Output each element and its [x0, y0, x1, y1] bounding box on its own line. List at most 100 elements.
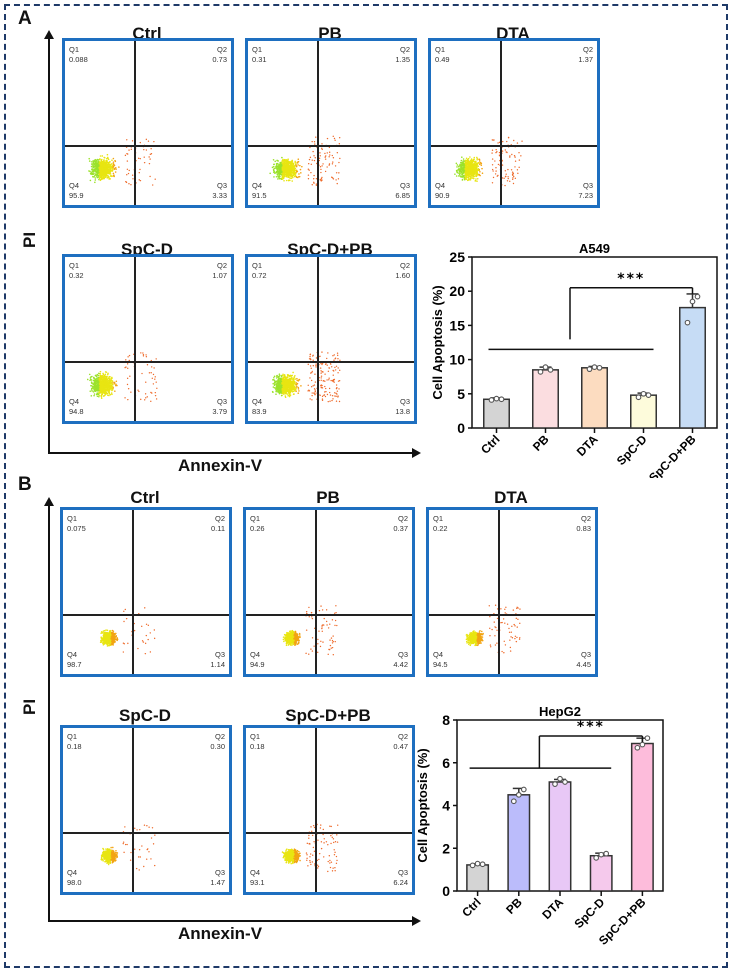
quadrant-vertical-gate — [500, 41, 502, 205]
data-point — [603, 850, 610, 857]
quadrant-q3: Q3 4.45 — [576, 650, 591, 670]
bar-pb — [532, 369, 559, 429]
quadrant-q1: Q1 0.31 — [252, 45, 267, 65]
quadrant-q2: Q2 0.37 — [393, 514, 408, 534]
flow-plot-title-spc-d: SpC-D — [119, 706, 171, 725]
quadrant-q3-value: 6.24 — [393, 878, 408, 887]
quadrant-q1-value: 0.22 — [433, 524, 448, 533]
quadrant-q1: Q1 0.18 — [67, 732, 82, 752]
quadrant-q3-value: 4.45 — [576, 660, 591, 669]
quadrant-q3-value: 3.79 — [212, 407, 227, 416]
y-tick-label: 25 — [449, 249, 465, 265]
data-point — [515, 791, 522, 798]
flow-plot-pb: Q1 0.26 Q2 0.37 Q3 4.42 Q4 94.9 — [243, 507, 415, 677]
quadrant-vertical-gate — [317, 41, 319, 205]
quadrant-q3: Q3 6.24 — [393, 868, 408, 888]
quadrant-q3-label: Q3 — [399, 397, 410, 406]
quadrant-q1: Q1 0.72 — [252, 261, 267, 281]
quadrant-q2: Q2 0.11 — [211, 514, 225, 534]
a549-bar-chart: A549 0 5 10 15 20 25 Cell Apoptosis (%) Ctrl PB DT… — [430, 241, 718, 478]
significance-label: *** — [577, 719, 605, 735]
quadrant-q1-label: Q1 — [69, 45, 80, 54]
panel-b-y-axis-title: PI — [20, 698, 39, 715]
data-point — [474, 860, 481, 867]
quadrant-q2-label: Q2 — [214, 732, 225, 741]
x-tick-label: DTA — [539, 895, 566, 922]
flow-plot-ctrl: Q1 0.088 Q2 0.73 Q3 3.33 Q4 95.9 — [62, 38, 234, 208]
data-point — [552, 781, 558, 787]
quadrant-q4-label: Q4 — [433, 650, 444, 659]
data-point — [634, 744, 641, 751]
data-point — [542, 364, 549, 370]
data-point — [469, 862, 476, 869]
flow-scatter-dots — [86, 352, 158, 403]
y-tick-label: 2 — [442, 840, 450, 856]
quadrant-q1-label: Q1 — [250, 732, 261, 741]
x-tick-label: SpC-D — [614, 432, 650, 468]
quadrant-q2-value: 0.73 — [212, 55, 227, 64]
quadrant-q3: Q3 3.33 — [212, 181, 227, 201]
panel-a-annexin-axis — [48, 452, 414, 454]
quadrant-q2: Q2 0.83 — [576, 514, 591, 534]
quadrant-q2-value: 0.83 — [576, 524, 591, 533]
quadrant-q4-label: Q4 — [69, 181, 80, 190]
quadrant-horizontal-gate — [65, 145, 231, 147]
data-point — [645, 392, 652, 399]
quadrant-q1-value: 0.075 — [67, 524, 86, 533]
panel-b-annexin-axis — [48, 920, 414, 922]
quadrant-q3: Q3 7.23 — [578, 181, 593, 201]
flow-plot-spc-d: Q1 0.32 Q2 1.07 Q3 3.79 Q4 94.8 — [62, 254, 234, 424]
quadrant-horizontal-gate — [63, 832, 229, 834]
quadrant-q4: Q4 94.5 — [433, 650, 448, 670]
quadrant-q4-label: Q4 — [250, 868, 261, 877]
quadrant-q4: Q4 98.0 — [67, 868, 82, 888]
quadrant-q1: Q1 0.18 — [250, 732, 265, 752]
quadrant-q1: Q1 0.075 — [67, 514, 86, 534]
quadrant-horizontal-gate — [431, 145, 597, 147]
panel-label-a: A — [18, 8, 32, 29]
quadrant-q4-label: Q4 — [250, 650, 261, 659]
quadrant-q3: Q3 13.8 — [395, 397, 410, 417]
flow-scatter-dots — [271, 351, 341, 403]
quadrant-q4-label: Q4 — [435, 181, 446, 190]
flow-scatter-dots — [269, 135, 341, 186]
quadrant-horizontal-gate — [429, 614, 595, 616]
quadrant-q1-label: Q1 — [67, 732, 78, 741]
quadrant-q1: Q1 0.32 — [69, 261, 84, 281]
quadrant-q4-label: Q4 — [252, 181, 263, 190]
x-tick-label: SpC-D+PB — [646, 432, 699, 478]
quadrant-q1-value: 0.088 — [69, 55, 88, 64]
x-tick-label: Ctrl — [478, 432, 503, 457]
y-axis-title: Cell Apoptosis (%) — [415, 748, 430, 862]
quadrant-q3-label: Q3 — [216, 397, 227, 406]
chart-title: HepG2 — [539, 704, 581, 719]
x-tick-label: SpC-D — [571, 895, 607, 931]
y-tick-label: 15 — [449, 317, 465, 333]
quadrant-q1-label: Q1 — [252, 261, 263, 270]
quadrant-q4-value: 90.9 — [435, 191, 450, 200]
panel-b-x-axis-title: Annexin-V — [178, 924, 263, 943]
quadrant-q2-value: 0.47 — [393, 742, 408, 751]
quadrant-q4: Q4 90.9 — [435, 181, 450, 201]
data-point — [591, 364, 598, 370]
data-point — [694, 293, 701, 300]
y-tick-label: 4 — [442, 798, 450, 814]
quadrant-q4-value: 83.9 — [252, 407, 267, 416]
data-point — [684, 319, 691, 326]
quadrant-q2-label: Q2 — [399, 45, 410, 54]
quadrant-q4-value: 98.7 — [67, 660, 82, 669]
quadrant-q3: Q3 1.47 — [210, 868, 225, 888]
bar-spc-d — [589, 854, 613, 892]
quadrant-q4: Q4 95.9 — [69, 181, 84, 201]
y-tick-label: 0 — [457, 420, 465, 436]
quadrant-vertical-gate — [315, 510, 317, 674]
quadrant-q1-value: 0.18 — [67, 742, 82, 751]
quadrant-q4-value: 93.1 — [250, 878, 265, 887]
bar-dta — [581, 367, 608, 429]
quadrant-horizontal-gate — [246, 614, 412, 616]
quadrant-q1-label: Q1 — [69, 261, 80, 270]
data-point — [640, 390, 647, 397]
flow-plot-pb: Q1 0.31 Q2 1.35 Q3 6.85 Q4 91.5 — [245, 38, 417, 208]
bar-ctrl — [483, 398, 510, 429]
data-point — [488, 397, 495, 403]
